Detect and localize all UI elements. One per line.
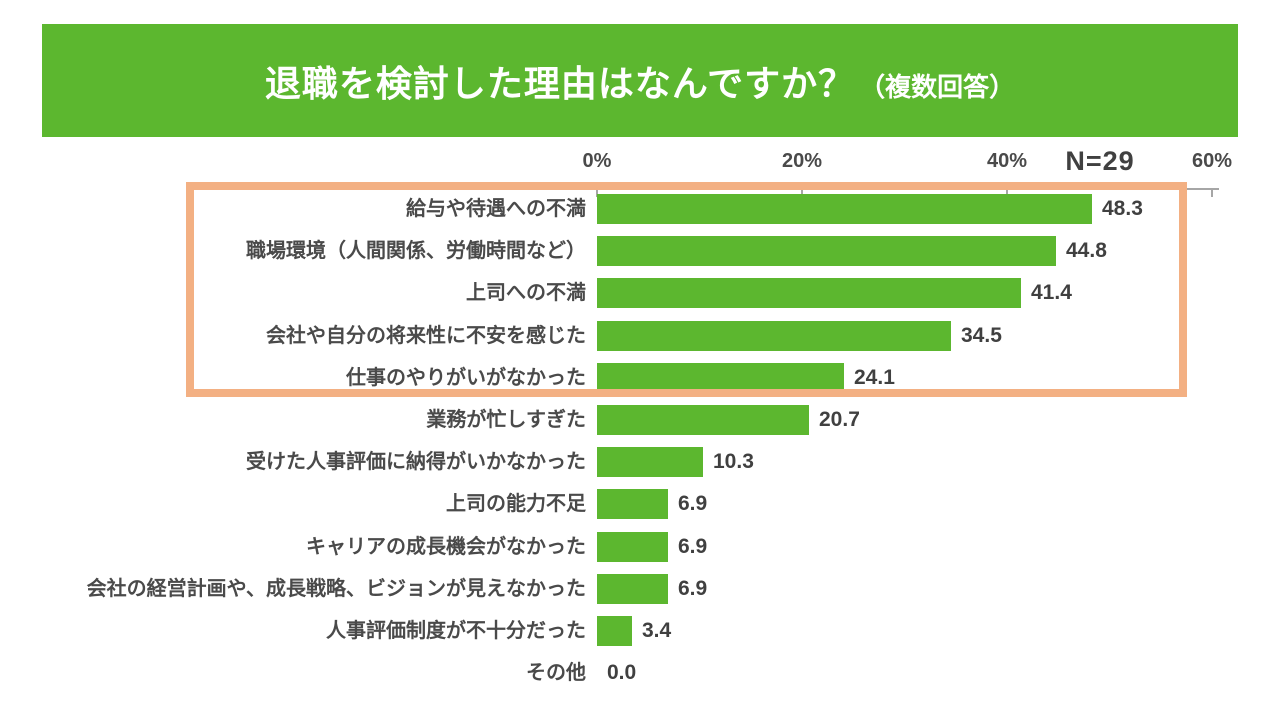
- highlight-box: [186, 182, 1187, 397]
- value-label: 3.4: [642, 619, 672, 642]
- bar: [597, 532, 668, 562]
- bar-row: キャリアの成長機会がなかった 6.9: [0, 532, 1280, 562]
- value-label: 0.0: [607, 661, 637, 684]
- value-label: 6.9: [678, 492, 708, 515]
- bar-row: 給与や待遇への不満 48.3: [0, 194, 1280, 224]
- category-label: 上司の能力不足: [446, 493, 586, 515]
- category-label: 会社や自分の将来性に不安を感じた: [266, 325, 586, 347]
- bar: [597, 278, 1021, 308]
- bar-row: 人事評価制度が不十分だった 3.4: [0, 616, 1280, 646]
- category-label: 上司への不満: [466, 282, 586, 304]
- bar: [597, 405, 809, 435]
- chart-title: 退職を検討した理由はなんですか？: [264, 62, 856, 104]
- chart-title-banner: 退職を検討した理由はなんですか？ （複数回答）: [42, 24, 1238, 137]
- bar-row: その他 0.0: [0, 658, 1280, 688]
- value-label: 44.8: [1066, 239, 1107, 262]
- value-label: 34.5: [961, 324, 1002, 347]
- category-label: 会社の経営計画や、成長戦略、ビジョンが見えなかった: [86, 578, 586, 600]
- bar-row: 受けた人事評価に納得がいかなかった 10.3: [0, 447, 1280, 477]
- x-axis-tick: [1006, 188, 1008, 197]
- bar-row: 上司への不満 41.4: [0, 278, 1280, 308]
- bar: [597, 447, 703, 477]
- bar-row: 会社の経営計画や、成長戦略、ビジョンが見えなかった 6.9: [0, 574, 1280, 604]
- category-label: その他: [526, 662, 586, 684]
- category-label: 職場環境（人間関係、労働時間など）: [246, 240, 586, 262]
- value-label: 48.3: [1102, 197, 1143, 220]
- value-label: 41.4: [1031, 281, 1072, 304]
- bar: [597, 236, 1056, 266]
- bar-row: 業務が忙しすぎた 20.7: [0, 405, 1280, 435]
- x-axis-tick: [596, 188, 598, 197]
- chart-title-suffix: （複数回答）: [859, 71, 1016, 102]
- bar: [597, 574, 668, 604]
- chart-title-wrap: 退職を検討した理由はなんですか？ （複数回答）: [265, 55, 1015, 107]
- bar: [597, 194, 1092, 224]
- bar-row: 会社や自分の将来性に不安を感じた 34.5: [0, 321, 1280, 351]
- bar-row: 職場環境（人間関係、労働時間など） 44.8: [0, 236, 1280, 266]
- value-label: 24.1: [854, 366, 895, 389]
- x-axis-tick-label: 20%: [781, 150, 823, 172]
- value-label: 10.3: [713, 450, 754, 473]
- category-label: キャリアの成長機会がなかった: [306, 536, 586, 558]
- sample-size-label: N=29: [1065, 146, 1135, 176]
- category-label: 人事評価制度が不十分だった: [326, 620, 586, 642]
- category-label: 仕事のやりがいがなかった: [346, 367, 586, 389]
- value-label: 6.9: [678, 535, 708, 558]
- category-label: 受けた人事評価に納得がいかなかった: [246, 451, 586, 473]
- x-axis-tick: [801, 188, 803, 197]
- bar-row: 仕事のやりがいがなかった 24.1: [0, 363, 1280, 393]
- bar: [597, 321, 951, 351]
- bar: [597, 489, 668, 519]
- x-axis-tick-label: 0%: [582, 150, 612, 172]
- x-axis-tick-label: 40%: [986, 150, 1028, 172]
- category-label: 業務が忙しすぎた: [426, 409, 586, 431]
- bar: [597, 616, 632, 646]
- x-axis-tick-label: 60%: [1191, 150, 1233, 172]
- category-label: 給与や待遇への不満: [406, 198, 586, 220]
- value-label: 20.7: [819, 408, 860, 431]
- bar: [597, 363, 844, 393]
- bar-row: 上司の能力不足 6.9: [0, 489, 1280, 519]
- value-label: 6.9: [678, 577, 708, 600]
- x-axis-tick: [1211, 188, 1213, 197]
